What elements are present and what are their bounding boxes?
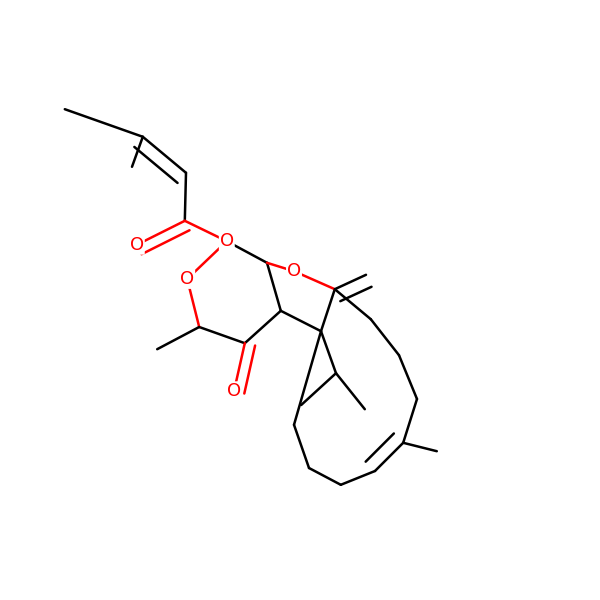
Text: O: O: [220, 232, 234, 250]
Text: O: O: [227, 382, 241, 400]
Text: O: O: [287, 262, 301, 280]
Text: O: O: [130, 236, 144, 254]
Text: O: O: [180, 270, 194, 288]
